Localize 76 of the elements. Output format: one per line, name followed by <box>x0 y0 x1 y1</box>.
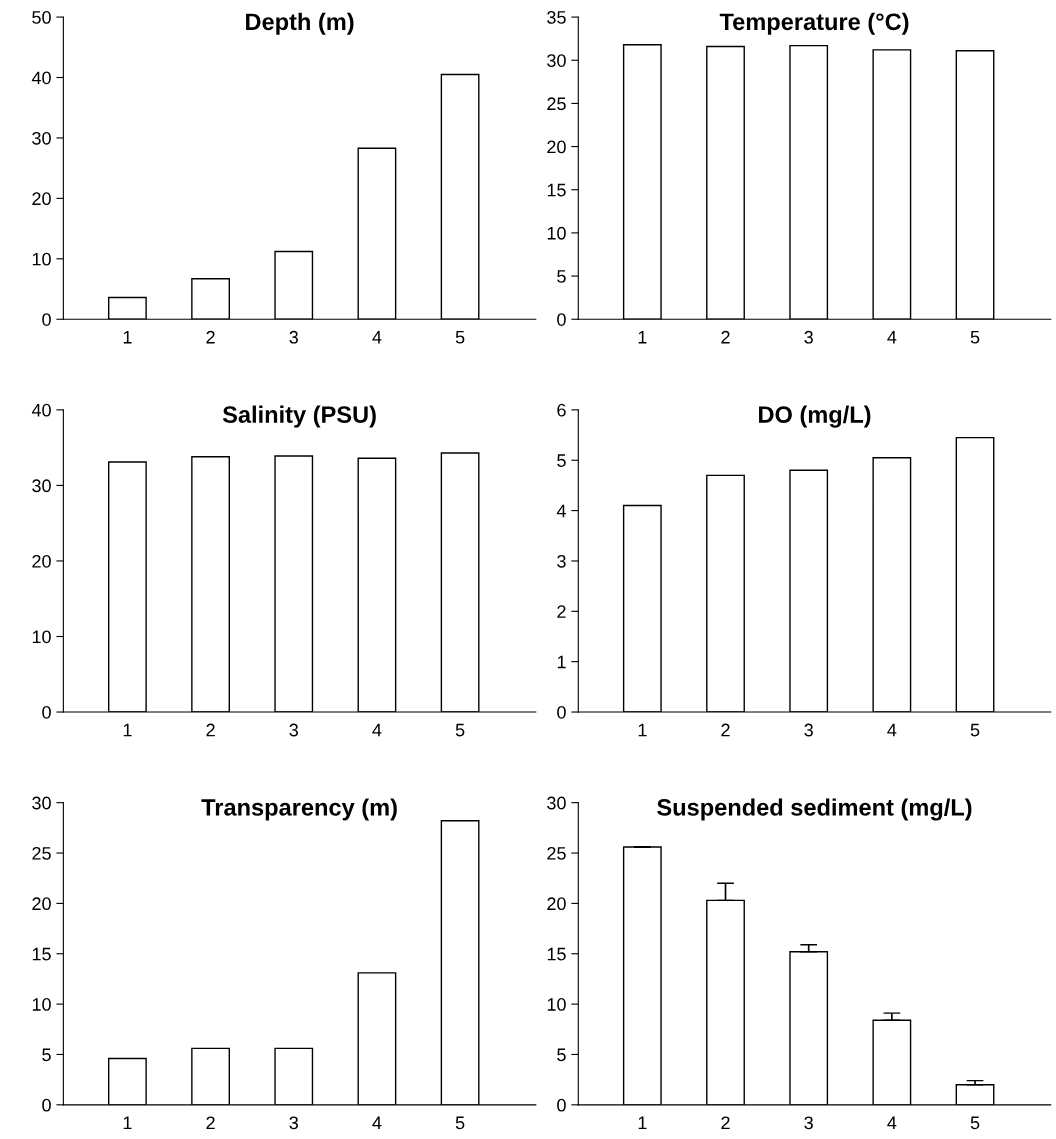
x-tick-label: 1 <box>638 723 647 737</box>
y-tick-label: 20 <box>547 897 566 911</box>
chart-title: Transparency (m) <box>201 798 397 821</box>
x-tick-label: 4 <box>887 331 897 344</box>
x-tick-label: 2 <box>206 1116 215 1130</box>
y-tick-label: 25 <box>547 97 566 111</box>
y-tick-label: 5 <box>42 1048 51 1062</box>
y-tick-label: 20 <box>32 897 51 911</box>
y-tick-label: 40 <box>31 403 51 417</box>
y-tick-label: 0 <box>42 313 51 326</box>
y-tick-label: 25 <box>32 846 51 860</box>
y-tick-label: 15 <box>32 947 51 961</box>
y-tick-label: 5 <box>557 270 566 283</box>
y-tick-label: 25 <box>547 846 566 860</box>
x-tick-label: 4 <box>887 1116 897 1130</box>
x-tick-label: 2 <box>721 723 730 737</box>
y-tick-label: 30 <box>32 131 51 145</box>
x-tick-label: 5 <box>455 723 465 737</box>
y-tick-label: 0 <box>557 1098 566 1112</box>
x-tick-label: 5 <box>970 331 980 344</box>
x-tick-label: 3 <box>289 1116 298 1130</box>
y-tick-label: 35 <box>547 11 566 24</box>
x-tick-label: 4 <box>372 723 382 737</box>
x-tick-label: 2 <box>721 330 730 344</box>
y-tick-label: 10 <box>32 630 51 644</box>
y-tick-label: 30 <box>32 796 51 810</box>
x-tick-label: 3 <box>289 723 298 737</box>
y-tick-label: 10 <box>32 998 51 1011</box>
y-tick-label: 10 <box>547 226 566 240</box>
chart-title: Suspended sediment (mg/L) <box>657 798 972 821</box>
y-tick-label: 0 <box>557 313 566 326</box>
y-tick-label: 20 <box>32 192 51 206</box>
y-tick-label: 0 <box>42 1098 51 1112</box>
x-tick-label: 5 <box>455 331 465 344</box>
y-tick-label: 5 <box>557 454 566 467</box>
chart-title: Depth (m) <box>246 12 354 35</box>
x-tick-label: 3 <box>804 723 813 737</box>
chart-title: Salinity (PSU) <box>222 405 376 428</box>
x-tick-label: 3 <box>804 330 813 344</box>
y-tick-label: 30 <box>32 479 51 493</box>
y-tick-label: 15 <box>547 947 566 961</box>
y-tick-label: 40 <box>31 71 51 85</box>
chart-title: DO (mg/L) <box>759 405 871 428</box>
y-tick-label: 0 <box>42 705 51 719</box>
y-tick-label: 50 <box>32 11 51 24</box>
x-tick-label: 4 <box>372 331 382 344</box>
y-tick-label: 3 <box>557 554 566 568</box>
x-tick-label: 5 <box>970 723 980 737</box>
y-tick-label: 6 <box>557 403 566 417</box>
x-tick-label: 5 <box>455 1116 465 1130</box>
y-tick-label: 1 <box>557 655 566 669</box>
y-tick-label: 0 <box>557 705 566 719</box>
y-tick-label: 20 <box>547 140 566 154</box>
y-tick-label: 10 <box>547 998 566 1011</box>
x-tick-label: 1 <box>638 1116 647 1130</box>
x-tick-label: 2 <box>721 1116 730 1130</box>
x-tick-label: 1 <box>638 331 647 344</box>
y-tick-label: 2 <box>557 605 566 618</box>
y-tick-label: 4 <box>556 504 566 518</box>
y-tick-label: 30 <box>547 54 566 67</box>
x-tick-label: 3 <box>804 1116 813 1130</box>
chart-title: Temperature (°C) <box>719 12 909 35</box>
x-tick-label: 1 <box>123 1116 132 1130</box>
y-tick-label: 10 <box>32 252 51 266</box>
x-tick-label: 4 <box>887 723 897 737</box>
y-tick-label: 30 <box>547 796 566 810</box>
y-tick-label: 20 <box>32 554 51 568</box>
x-tick-label: 4 <box>372 1116 382 1130</box>
x-tick-label: 1 <box>123 331 132 344</box>
x-tick-label: 5 <box>970 1116 980 1130</box>
y-tick-label: 5 <box>557 1048 566 1062</box>
x-tick-label: 2 <box>206 723 215 737</box>
x-tick-label: 3 <box>289 330 298 344</box>
x-tick-label: 1 <box>123 723 132 737</box>
y-tick-label: 15 <box>547 183 566 197</box>
x-tick-label: 2 <box>206 330 215 344</box>
